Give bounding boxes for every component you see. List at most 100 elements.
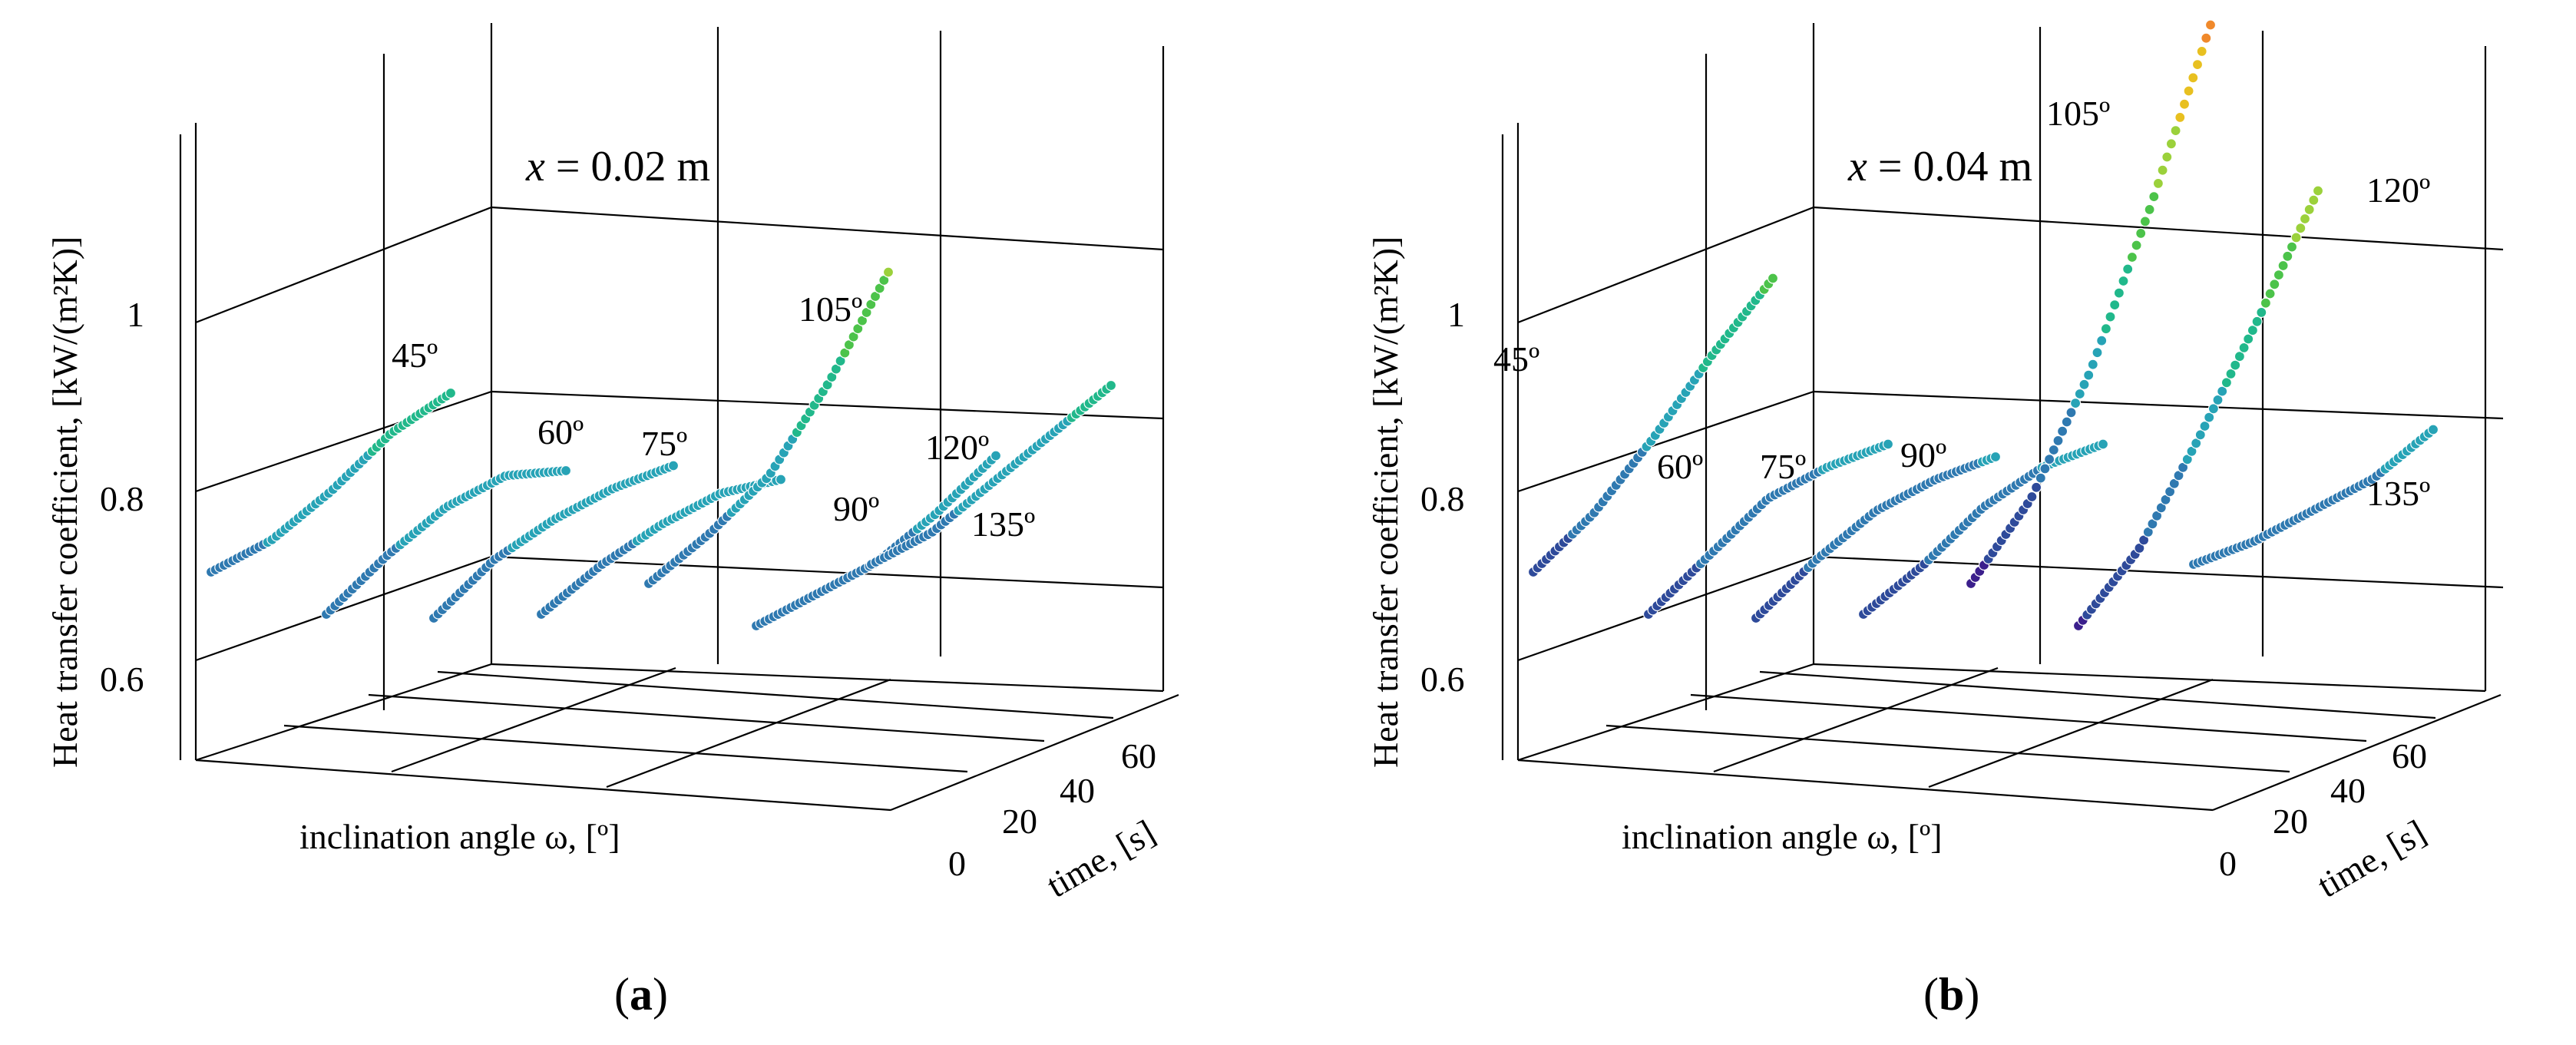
curve-label: 60º xyxy=(1657,447,1703,486)
grid-line xyxy=(1517,759,2214,812)
z-tick-label: 0.6 xyxy=(100,660,144,699)
y-tick-label: 0 xyxy=(2219,844,2237,883)
data-point xyxy=(1767,273,1779,284)
data-point xyxy=(2273,270,2284,281)
grid-line xyxy=(2212,693,2502,812)
data-point xyxy=(2065,407,2077,418)
data-point xyxy=(2083,369,2095,381)
grid-line xyxy=(1813,663,2486,693)
curve-label: 45º xyxy=(1493,339,1539,379)
data-point xyxy=(2109,299,2121,311)
data-point xyxy=(2131,240,2142,251)
z-tick-label: 1 xyxy=(127,295,144,334)
annotation-variable: x xyxy=(1847,143,1867,190)
data-point xyxy=(2165,138,2177,150)
grid-line xyxy=(1928,678,2214,789)
data-point xyxy=(882,266,894,278)
annotation-variable: x xyxy=(525,143,545,190)
data-point xyxy=(2170,125,2181,137)
data-point xyxy=(2312,185,2324,197)
data-point xyxy=(2286,241,2298,253)
data-point xyxy=(2212,394,2224,406)
data-point xyxy=(2105,311,2116,322)
data-point xyxy=(2092,347,2103,359)
data-point xyxy=(2290,232,2302,243)
data-point xyxy=(445,387,457,399)
points-group-b xyxy=(1527,19,2439,632)
data-point xyxy=(2295,223,2306,234)
grid-line xyxy=(195,206,492,324)
data-point xyxy=(2243,333,2254,345)
grid-line xyxy=(1813,390,2504,420)
panel-a: 1 0.8 0.6 Heat transfer coefficient, [kW… xyxy=(45,23,1179,1020)
curve-label: 75º xyxy=(1760,447,1806,486)
data-point xyxy=(775,474,787,485)
grid-line xyxy=(283,724,968,773)
data-point xyxy=(2187,72,2199,84)
data-point xyxy=(2269,279,2280,290)
data-point xyxy=(2207,403,2219,415)
grid-line xyxy=(1517,555,1814,662)
curve-label: 105º xyxy=(2046,94,2110,133)
curve-label: 120º xyxy=(925,428,989,467)
x-axis-label: inclination angle ω, [º] xyxy=(299,817,620,856)
data-point xyxy=(2256,306,2267,318)
z-axis-label: Heat transfer coefficient, [kW/(m²K)] xyxy=(1366,236,1405,768)
curve-label: 75º xyxy=(641,424,687,463)
data-point xyxy=(2148,191,2160,203)
data-point xyxy=(560,465,572,477)
data-point xyxy=(2234,351,2245,362)
data-point xyxy=(2194,429,2206,441)
grid-line xyxy=(1759,670,2436,719)
data-point xyxy=(2247,325,2258,336)
y-tick-label: 20 xyxy=(2273,802,2308,841)
data-point xyxy=(2097,438,2109,450)
data-point xyxy=(1882,438,1894,450)
data-point xyxy=(2070,397,2082,409)
data-point xyxy=(2061,416,2072,428)
data-point xyxy=(2087,359,2098,370)
grid-line xyxy=(1813,206,2504,251)
curve-label: 90º xyxy=(833,489,879,528)
z-tick-label: 1 xyxy=(1447,295,1465,334)
data-point xyxy=(2217,385,2228,397)
points-group-a xyxy=(205,266,1117,632)
data-point xyxy=(2427,424,2439,435)
curve-label: 60º xyxy=(537,412,584,451)
grid-line xyxy=(437,670,1114,719)
data-point xyxy=(2135,227,2147,239)
y-tick-label: 40 xyxy=(2330,771,2366,810)
curve-label: 135º xyxy=(2366,474,2430,513)
grid-line xyxy=(368,693,1045,742)
data-point xyxy=(2139,216,2151,227)
data-point xyxy=(2126,251,2138,263)
annotation-value: = 0.04 m xyxy=(1867,143,2032,190)
data-point xyxy=(2204,412,2215,423)
data-point xyxy=(2178,98,2191,110)
data-point xyxy=(2277,260,2289,272)
data-point xyxy=(2191,438,2202,449)
annotation: x = 0.04 m xyxy=(1847,143,2032,190)
data-point xyxy=(2152,177,2164,189)
data-point xyxy=(2161,151,2173,163)
data-point xyxy=(2057,425,2068,437)
curve-label: 135º xyxy=(971,504,1035,544)
grid-line xyxy=(195,663,492,762)
curve-labels-a: 45º 60º 75º 90º 105º 120º 135º xyxy=(392,289,1035,544)
curve-labels-b: 45º 60º 75º 90º 105º 120º 135º xyxy=(1493,94,2430,513)
data-point xyxy=(2260,297,2271,309)
data-point xyxy=(2122,263,2134,275)
data-point xyxy=(2264,288,2276,299)
data-point xyxy=(2144,203,2155,215)
data-point xyxy=(2282,250,2293,262)
data-point xyxy=(2174,111,2186,123)
data-point xyxy=(2052,435,2064,447)
data-point xyxy=(2044,454,2055,465)
data-point xyxy=(990,450,1002,461)
data-point xyxy=(2113,287,2125,299)
data-point xyxy=(2096,335,2108,346)
panel-caption: (a) xyxy=(614,969,668,1020)
data-point xyxy=(2026,491,2038,503)
grid-line xyxy=(606,678,891,789)
grid-line xyxy=(491,663,1164,693)
